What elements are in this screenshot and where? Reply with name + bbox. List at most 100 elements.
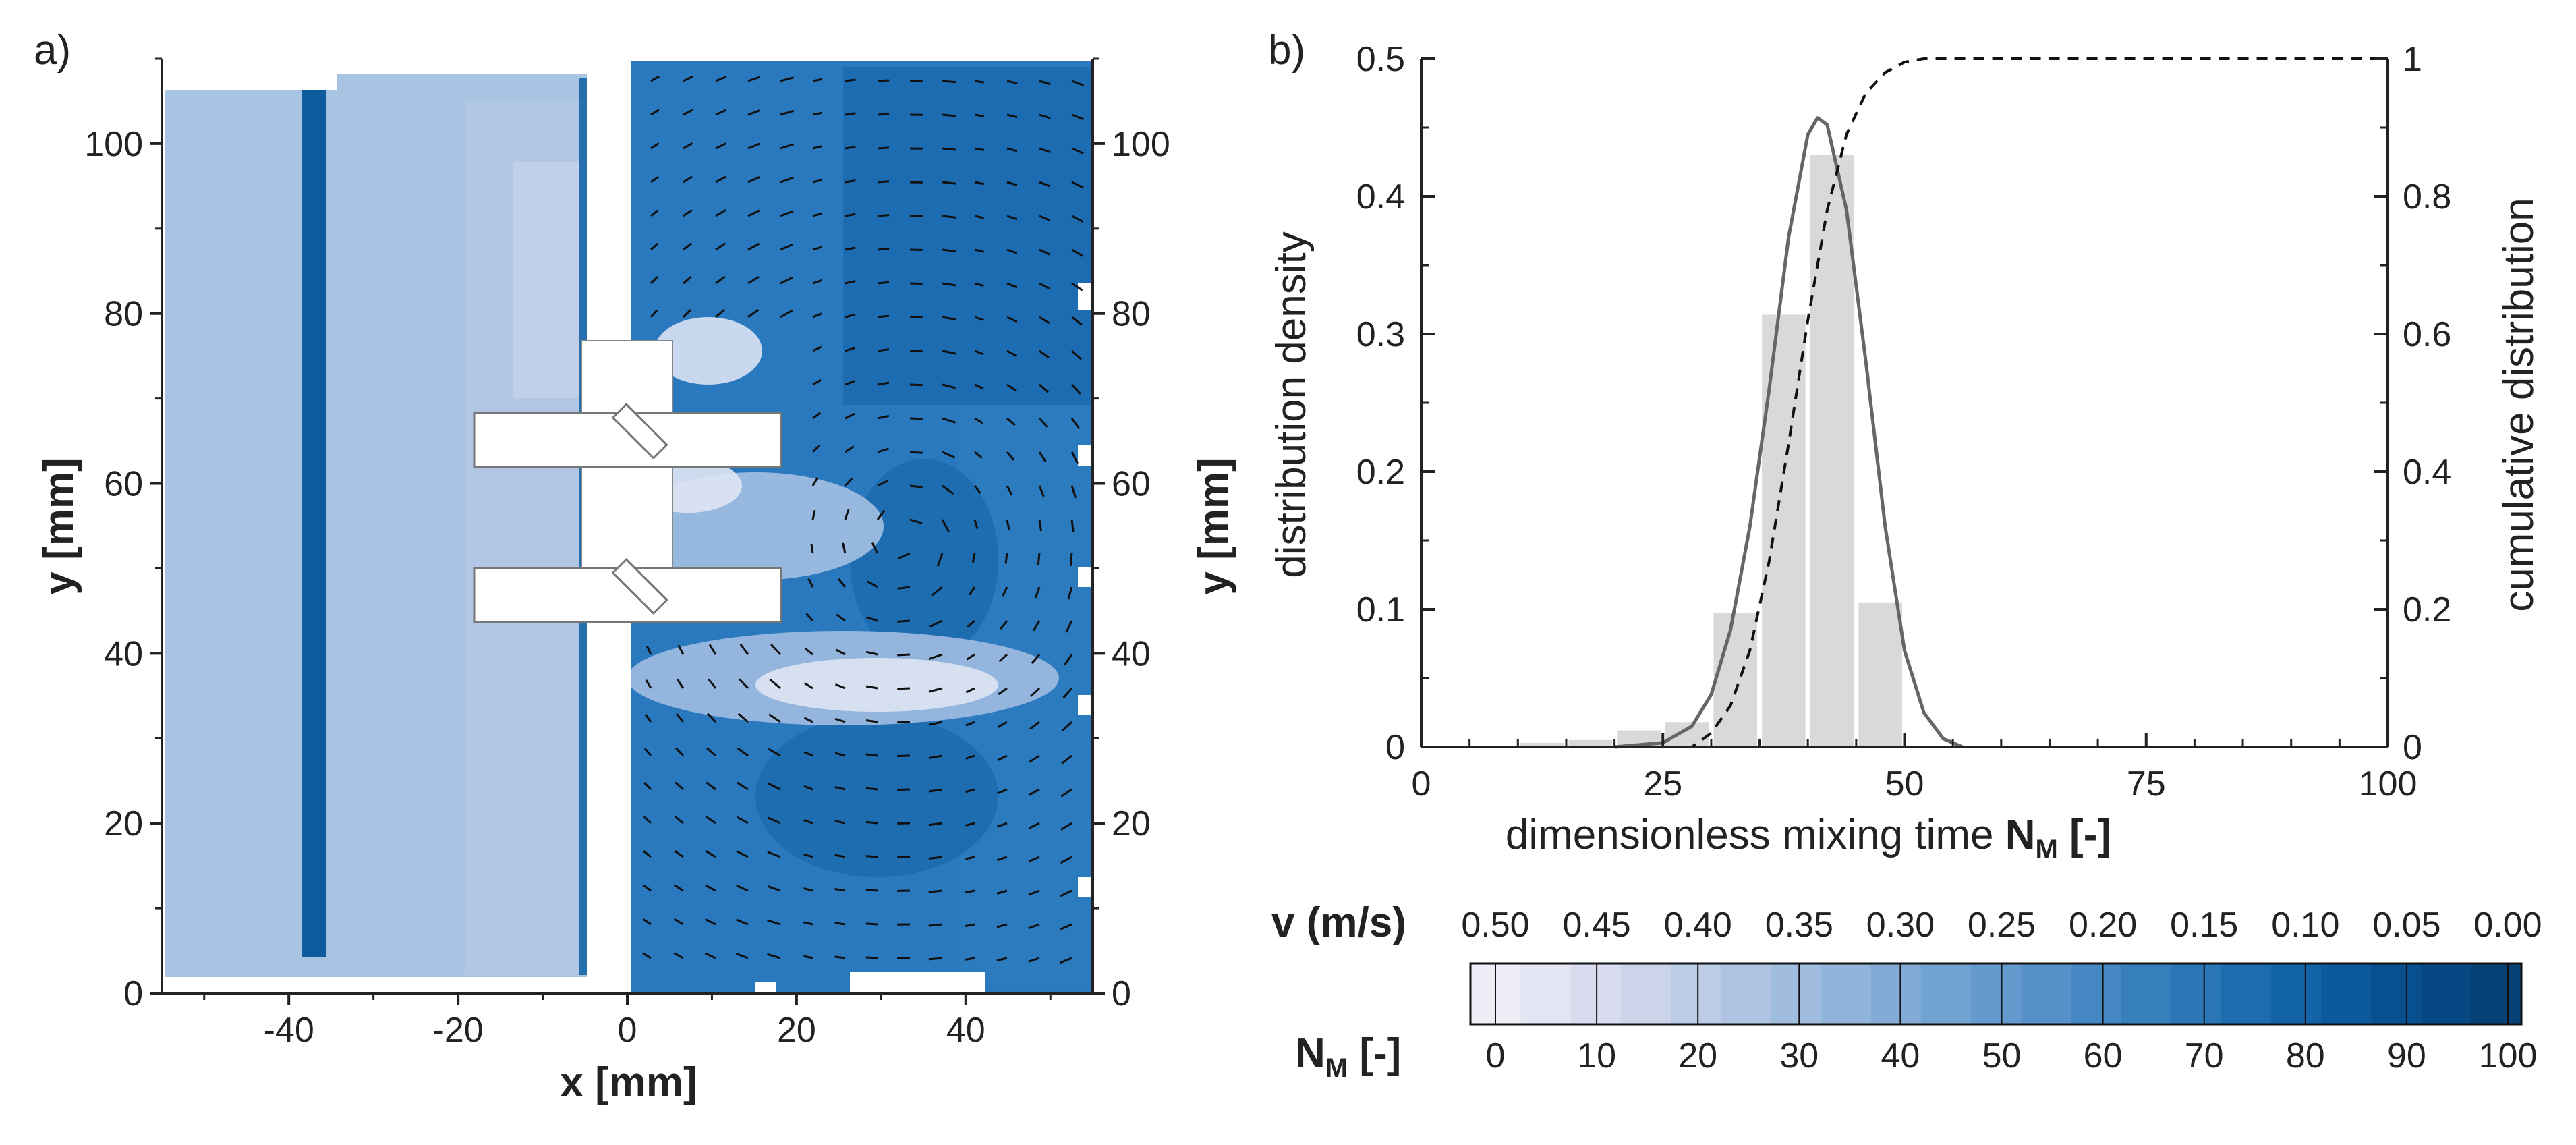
velocity-vector (643, 748, 652, 756)
velocity-vector (715, 109, 727, 116)
velocity-vector (909, 484, 923, 488)
velocity-vector (834, 717, 846, 723)
velocity-vector (1060, 889, 1072, 897)
velocity-vector (811, 477, 819, 486)
velocity-vector (642, 952, 652, 959)
colorbar-v-tick: 0.10 (2271, 905, 2339, 945)
colorbar-v-tick: 0.25 (1968, 905, 2036, 945)
velocity-vector (867, 580, 878, 588)
colorbar-cell (2071, 964, 2121, 1024)
velocity-vector (1039, 350, 1050, 359)
velocity-vector (834, 785, 846, 791)
velocity-vector (974, 417, 983, 424)
velocity-vector (931, 586, 943, 597)
velocity-vector (1006, 316, 1017, 323)
velocity-vector (767, 953, 781, 959)
y-tick-label-right: 80 (1112, 295, 1151, 334)
velocity-vector (683, 175, 693, 184)
colorbar-cell (2421, 964, 2472, 1024)
colorbar-v-tick: 0.40 (1664, 905, 1732, 945)
velocity-vector (1038, 485, 1045, 497)
velocity-vector (928, 788, 943, 793)
x-tick-label: 40 (946, 1011, 985, 1050)
velocity-vector (1039, 215, 1051, 222)
velocity-vector (767, 816, 781, 825)
velocity-vector (845, 213, 856, 217)
velocity-vector (812, 412, 822, 420)
velocity-vector (1006, 350, 1017, 357)
velocity-vector (767, 919, 781, 926)
chart-y-tick-label: 0.4 (1356, 177, 1405, 217)
velocity-vector (683, 208, 693, 217)
velocity-vector (1006, 215, 1018, 221)
velocity-vector (812, 379, 822, 386)
velocity-vector (965, 687, 975, 694)
velocity-vector (812, 279, 822, 285)
velocity-vector (704, 918, 716, 926)
velocity-vector (807, 578, 814, 588)
colorbar-v-label: v (m/s) (1271, 899, 1406, 946)
velocity-vector (929, 619, 943, 628)
colorbar-n-tick: 50 (1982, 1036, 2022, 1076)
velocity-vector (865, 787, 878, 791)
velocity-vector (1028, 822, 1040, 829)
velocity-vector (1062, 688, 1073, 699)
velocity-vector (747, 109, 761, 116)
velocity-vector (715, 242, 726, 251)
velocity-vector (811, 444, 820, 453)
colorbar-n-tick: 20 (1678, 1036, 1717, 1076)
velocity-vector (804, 682, 813, 690)
colorbar-v-tick: 0.50 (1461, 905, 1529, 945)
velocity-vector (737, 713, 749, 723)
velocity-vector (996, 923, 1008, 928)
velocity-vector (715, 142, 727, 150)
velocity-vector (897, 721, 911, 724)
velocity-vector (768, 782, 781, 791)
velocity-vector (803, 887, 813, 892)
velocity-vector (1071, 80, 1085, 86)
velocity-vector (865, 855, 878, 858)
velocity-vector (769, 678, 781, 690)
velocity-vector (768, 713, 781, 723)
velocity-vector (834, 752, 846, 757)
velocity-vector (942, 113, 956, 117)
velocity-vector (803, 819, 813, 825)
chart-y-tick-label: 0.2 (1356, 453, 1405, 492)
velocity-vector (812, 78, 823, 82)
velocity-vector (1006, 451, 1015, 461)
velocity-vector (747, 209, 760, 217)
velocity-vector (942, 248, 956, 253)
velocity-vector (747, 308, 760, 318)
velocity-vector (909, 350, 923, 353)
velocity-vector (736, 918, 749, 926)
velocity-vector (996, 822, 1008, 828)
velocity-vector (965, 788, 975, 793)
colorbar-cell (1620, 964, 1671, 1024)
velocity-vector (1039, 113, 1051, 119)
velocity-vector (650, 242, 659, 251)
velocity-vector (928, 754, 943, 760)
velocity-vector (865, 820, 878, 825)
chart-y2-tick-label: 0.8 (2403, 177, 2451, 217)
velocity-vector (645, 679, 652, 689)
velocity-vector (877, 414, 890, 420)
velocity-vector (739, 643, 749, 655)
velocity-vector (928, 822, 943, 827)
colorbar-cell (2371, 964, 2422, 1024)
velocity-vector (675, 781, 684, 791)
velocity-vector (1059, 957, 1072, 964)
velocity-vector (642, 884, 652, 892)
velocity-vector (1061, 754, 1072, 764)
velocity-vector (1038, 417, 1048, 428)
velocity-vector (1006, 113, 1018, 119)
velocity-vector (942, 350, 956, 355)
panel-a-ticks: -40 -20 0 20 40 0 0 20 20 40 40 60 60 80 80 100 100 (84, 57, 1170, 1050)
velocity-vector (803, 751, 813, 757)
velocity-vector (898, 552, 911, 560)
y-tick-label-right: 0 (1112, 974, 1131, 1013)
colorbar-cell (2271, 964, 2322, 1024)
velocity-vector (1029, 721, 1040, 730)
velocity-vector (735, 953, 749, 959)
density-fit-line (1614, 116, 1964, 749)
